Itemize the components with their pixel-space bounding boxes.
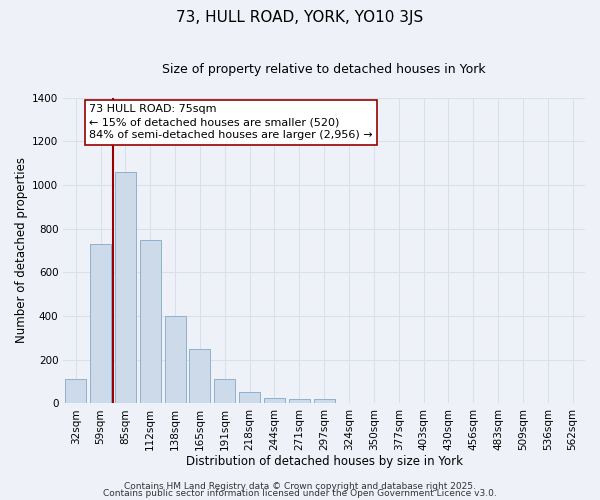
Bar — [190, 349, 211, 404]
Bar — [65, 380, 86, 404]
Text: Contains HM Land Registry data © Crown copyright and database right 2025.: Contains HM Land Registry data © Crown c… — [124, 482, 476, 491]
Y-axis label: Number of detached properties: Number of detached properties — [15, 158, 28, 344]
Text: 73, HULL ROAD, YORK, YO10 3JS: 73, HULL ROAD, YORK, YO10 3JS — [176, 10, 424, 25]
Bar — [115, 172, 136, 404]
Text: Contains public sector information licensed under the Open Government Licence v3: Contains public sector information licen… — [103, 489, 497, 498]
Title: Size of property relative to detached houses in York: Size of property relative to detached ho… — [163, 62, 486, 76]
X-axis label: Distribution of detached houses by size in York: Distribution of detached houses by size … — [185, 454, 463, 468]
Bar — [314, 399, 335, 404]
Bar — [164, 316, 185, 404]
Text: 73 HULL ROAD: 75sqm
← 15% of detached houses are smaller (520)
84% of semi-detac: 73 HULL ROAD: 75sqm ← 15% of detached ho… — [89, 104, 373, 141]
Bar — [90, 244, 111, 404]
Bar — [289, 398, 310, 404]
Bar — [140, 240, 161, 404]
Bar — [214, 378, 235, 404]
Bar — [264, 398, 285, 404]
Bar — [239, 392, 260, 404]
